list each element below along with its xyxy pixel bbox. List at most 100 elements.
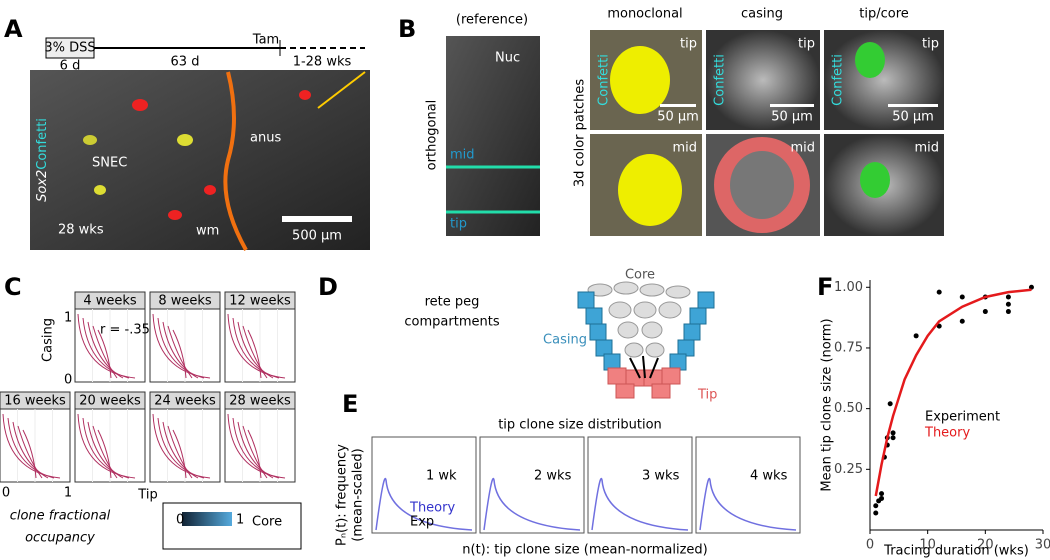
contour bbox=[242, 425, 268, 479]
facet-title: 28 weeks bbox=[229, 394, 291, 409]
panel-label: A bbox=[4, 15, 23, 43]
e-ylabel: (mean-scaled) bbox=[351, 448, 366, 541]
caption: clone fractional bbox=[10, 509, 111, 524]
contour bbox=[157, 417, 205, 479]
legend-entry: Theory bbox=[409, 501, 455, 516]
stain: Confetti bbox=[713, 54, 728, 106]
contour bbox=[167, 425, 193, 479]
facet-title: 2 wks bbox=[534, 469, 572, 484]
x-tick-label: 20 bbox=[977, 538, 994, 553]
contour bbox=[237, 321, 274, 379]
y-tick-label: 0.75 bbox=[834, 340, 863, 355]
stain: Confetti bbox=[831, 54, 846, 106]
theory-curve bbox=[591, 477, 689, 531]
facet-title: 1 wk bbox=[426, 469, 457, 484]
legend-entry: Experiment bbox=[925, 410, 1000, 425]
facet bbox=[587, 436, 693, 534]
y-label: Casing bbox=[41, 318, 56, 362]
stain-label: Sox2Confetti bbox=[35, 118, 50, 202]
facet bbox=[371, 436, 477, 534]
rete-peg-diagram bbox=[577, 281, 715, 399]
nuc: Nuc bbox=[495, 51, 520, 66]
annotation: anus bbox=[250, 131, 281, 146]
cells bbox=[83, 90, 311, 220]
contour bbox=[82, 317, 130, 379]
colorbar-title: Core bbox=[252, 515, 282, 530]
contour bbox=[242, 325, 268, 379]
point bbox=[887, 401, 893, 407]
colorbar-tick: 0 bbox=[176, 513, 184, 528]
stain: Sox2 bbox=[35, 170, 50, 202]
facet-title: 24 weeks bbox=[154, 394, 216, 409]
panel-label: C bbox=[4, 273, 22, 301]
tag: mid bbox=[914, 141, 939, 156]
y-tick-label: 0.25 bbox=[834, 462, 863, 477]
timeline-text: 1-28 wks bbox=[293, 55, 352, 70]
contour bbox=[247, 329, 262, 379]
contour bbox=[82, 417, 130, 479]
scale-label: 50 µm bbox=[657, 110, 699, 125]
point bbox=[913, 333, 919, 339]
point bbox=[982, 309, 988, 315]
timeline-text: 63 d bbox=[171, 55, 200, 70]
contour bbox=[22, 429, 37, 479]
fiber bbox=[317, 71, 366, 109]
point bbox=[1028, 284, 1034, 290]
scale-label: 50 µm bbox=[892, 110, 934, 125]
facet-title: 3 wks bbox=[642, 469, 680, 484]
contour bbox=[237, 421, 274, 479]
panel-label: E bbox=[342, 390, 358, 418]
theory-curve bbox=[375, 477, 473, 531]
facet-title: 4 weeks bbox=[83, 294, 137, 309]
contour bbox=[7, 417, 55, 479]
line bbox=[874, 288, 1032, 497]
e-ylabel: Pₙ(t): frequency bbox=[335, 444, 350, 546]
colorbar-tick: 1 bbox=[236, 513, 244, 528]
annotation: wm bbox=[196, 224, 219, 239]
panel-label: F bbox=[817, 273, 833, 301]
contour bbox=[172, 429, 187, 479]
legend-entry: Exp bbox=[410, 515, 434, 530]
correlation: r = -.35 bbox=[100, 323, 150, 338]
contour bbox=[172, 329, 187, 379]
contour bbox=[92, 425, 118, 479]
point bbox=[959, 294, 965, 300]
region: Core bbox=[625, 268, 655, 283]
contour bbox=[162, 421, 199, 479]
column-head: casing bbox=[741, 7, 783, 22]
d-title: rete peg bbox=[425, 295, 480, 310]
panel-label: D bbox=[318, 273, 338, 301]
reference: (reference) bbox=[456, 13, 528, 28]
facet-title: 8 weeks bbox=[158, 294, 212, 309]
x-tick-label: 10 bbox=[919, 538, 936, 553]
facet bbox=[479, 436, 585, 534]
line-label: tip bbox=[450, 217, 467, 232]
timeline-text: Tam bbox=[252, 33, 279, 48]
contour bbox=[167, 325, 193, 379]
contour bbox=[97, 429, 112, 479]
chart: F 0.25 0.50 0.75 1.00 0 10 20 30 Tracing duration… bbox=[817, 273, 1050, 559]
region: Casing bbox=[543, 333, 587, 348]
facet-title: 16 weeks bbox=[4, 394, 66, 409]
legend-entry: Theory bbox=[924, 426, 970, 441]
tag: mid bbox=[790, 141, 815, 156]
point bbox=[873, 503, 879, 509]
point bbox=[1005, 301, 1011, 307]
stain: Confetti bbox=[35, 118, 50, 170]
point bbox=[879, 491, 885, 497]
point bbox=[890, 435, 896, 441]
x-tick-label: 30 bbox=[1035, 538, 1050, 553]
contour bbox=[162, 321, 199, 379]
theory-curve bbox=[483, 477, 581, 531]
timeline-text: 6 d bbox=[60, 59, 81, 74]
point bbox=[936, 289, 942, 295]
tag: tip bbox=[922, 37, 939, 52]
facet-title: 4 wks bbox=[750, 469, 788, 484]
region: Tip bbox=[697, 388, 717, 403]
contour bbox=[87, 321, 124, 379]
tag: tip bbox=[798, 37, 815, 52]
caption: occupancy bbox=[25, 531, 95, 546]
e-xlabel: n(t): tip clone size (mean-normalized) bbox=[462, 543, 707, 558]
facet-title: 12 weeks bbox=[229, 294, 291, 309]
y-tick-label: 1.00 bbox=[834, 280, 863, 295]
